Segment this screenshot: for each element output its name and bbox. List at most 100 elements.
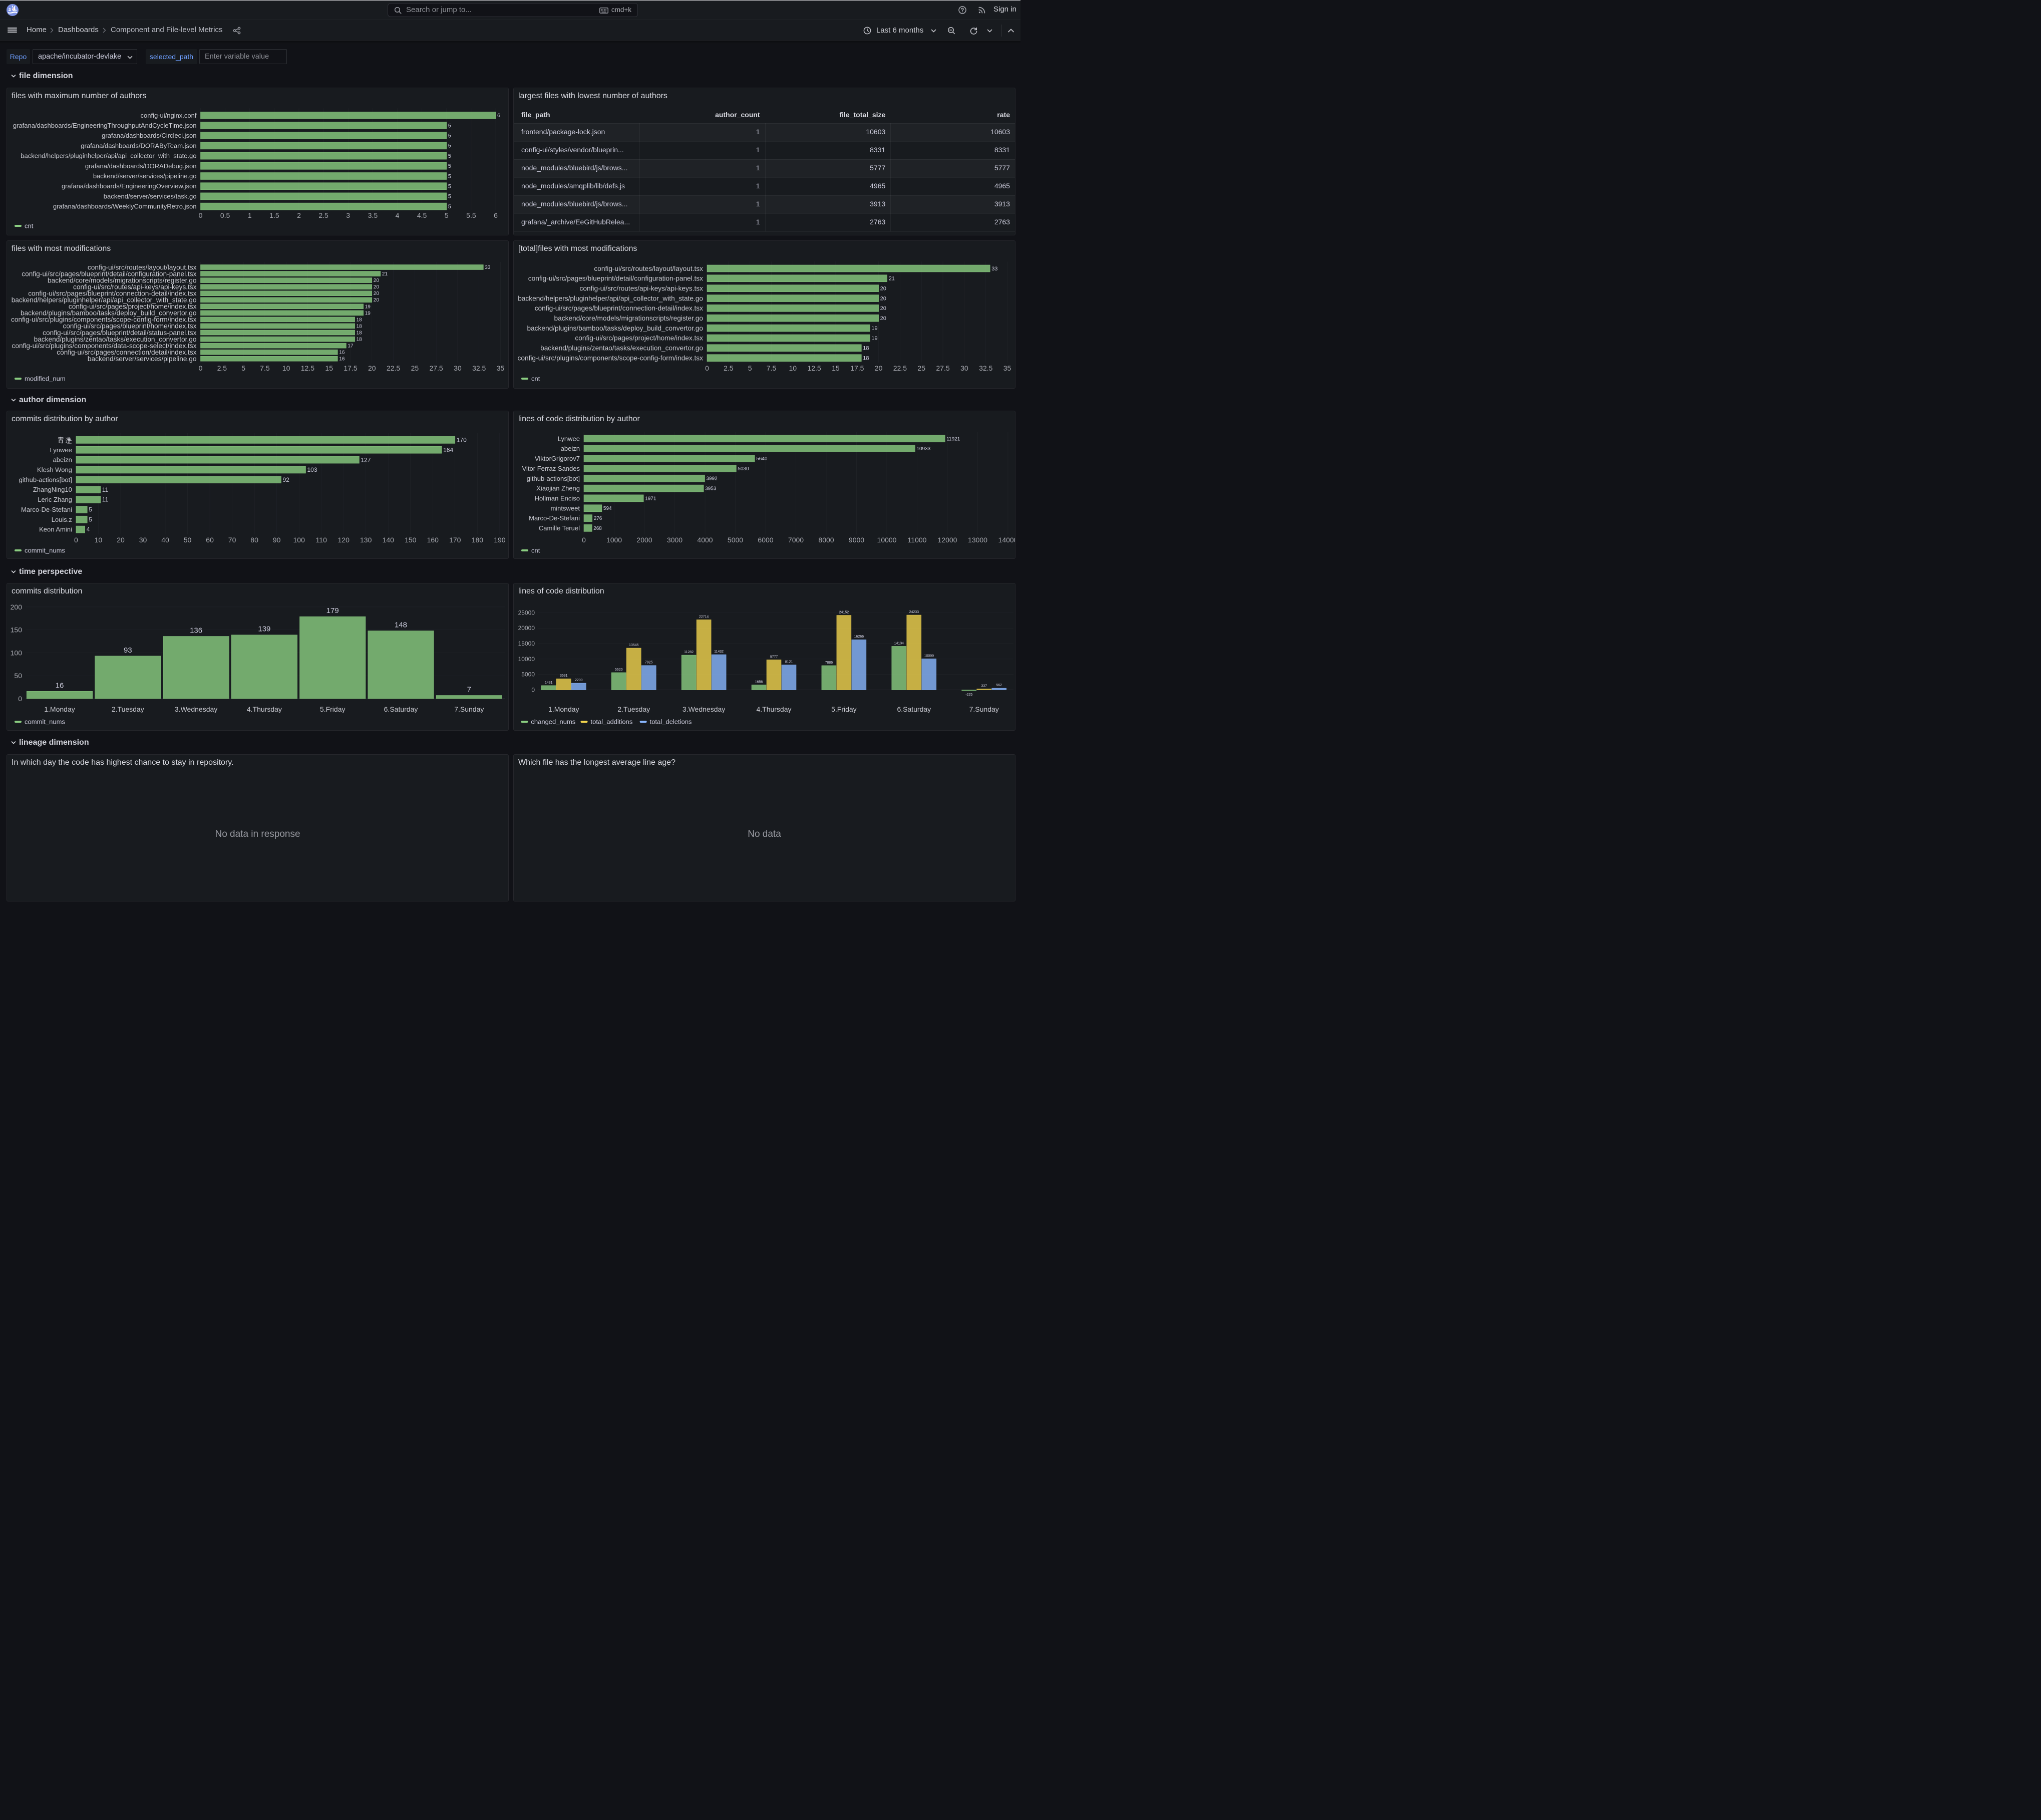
svg-text:12000: 12000	[938, 536, 957, 544]
svg-text:2.5: 2.5	[217, 364, 227, 372]
svg-text:0: 0	[74, 536, 78, 544]
svg-text:0: 0	[582, 536, 586, 544]
svg-text:5: 5	[448, 173, 451, 179]
svg-text:config-ui/src/pages/blueprint/: config-ui/src/pages/blueprint/detail/con…	[22, 270, 196, 277]
svg-text:14134: 14134	[894, 642, 904, 645]
svg-text:config-ui/src/pages/project/ho: config-ui/src/pages/project/home/index.t…	[575, 335, 703, 342]
svg-text:18: 18	[357, 317, 363, 323]
svg-text:5030: 5030	[738, 466, 749, 472]
svg-text:mintsweet: mintsweet	[550, 504, 580, 512]
svg-text:35: 35	[497, 364, 505, 372]
svg-text:4.5: 4.5	[417, 211, 427, 219]
svg-text:backend/server/services/pipeli: backend/server/services/pipeline.go	[93, 172, 197, 180]
svg-text:Xiaojian Zheng: Xiaojian Zheng	[536, 485, 580, 492]
svg-text:9777: 9777	[770, 655, 778, 659]
svg-text:5: 5	[89, 516, 92, 523]
svg-text:10000: 10000	[877, 536, 897, 544]
svg-text:10099: 10099	[924, 654, 934, 658]
svg-text:Louis.z: Louis.z	[52, 516, 72, 523]
svg-text:16266: 16266	[854, 635, 864, 639]
svg-text:127: 127	[361, 456, 371, 463]
svg-text:grafana/dashboards/Engineering: grafana/dashboards/EngineeringThroughput…	[13, 122, 197, 129]
svg-text:22.5: 22.5	[893, 364, 907, 372]
svg-text:grafana/dashboards/WeeklyCommu: grafana/dashboards/WeeklyCommunityRetro.…	[53, 203, 197, 210]
svg-text:0: 0	[705, 364, 709, 372]
svg-text:5: 5	[448, 184, 451, 190]
svg-text:config-ui/src/pages/blueprint/: config-ui/src/pages/blueprint/home/index…	[63, 323, 196, 330]
svg-text:50: 50	[184, 536, 192, 544]
svg-text:268: 268	[593, 526, 602, 531]
svg-text:grafana/dashboards/DORADebug.j: grafana/dashboards/DORADebug.json	[85, 162, 197, 170]
svg-text:backend/core/models/migrations: backend/core/models/migrationscripts/reg…	[48, 276, 197, 284]
svg-text:cnt: cnt	[531, 375, 540, 383]
svg-text:11: 11	[102, 486, 109, 493]
svg-text:backend/plugins/bamboo/tasks/d: backend/plugins/bamboo/tasks/deploy_buil…	[21, 310, 197, 317]
svg-text:6: 6	[494, 211, 498, 219]
svg-text:modified_num: modified_num	[25, 375, 66, 383]
svg-text:4.Thursday: 4.Thursday	[756, 705, 791, 713]
svg-text:190: 190	[494, 536, 506, 544]
svg-text:11921: 11921	[946, 436, 960, 442]
svg-text:120: 120	[338, 536, 350, 544]
svg-text:16: 16	[339, 357, 345, 362]
svg-text:150: 150	[405, 536, 417, 544]
svg-text:3: 3	[346, 211, 350, 219]
svg-text:config-ui/src/pages/project/ho: config-ui/src/pages/project/home/index.t…	[69, 303, 197, 311]
svg-text:25: 25	[411, 364, 419, 372]
svg-text:2.5: 2.5	[318, 211, 328, 219]
svg-text:6.Saturday: 6.Saturday	[897, 705, 931, 713]
svg-text:2.Tuesday: 2.Tuesday	[112, 705, 144, 713]
svg-text:80: 80	[250, 536, 258, 544]
svg-text:19: 19	[871, 326, 877, 332]
svg-text:20: 20	[368, 364, 376, 372]
svg-text:config-ui/src/plugins/componen: config-ui/src/plugins/components/scope-c…	[518, 354, 704, 362]
svg-text:cnt: cnt	[531, 547, 540, 554]
svg-text:1.Monday: 1.Monday	[548, 705, 579, 713]
svg-text:60: 60	[206, 536, 214, 544]
svg-text:30: 30	[139, 536, 147, 544]
svg-text:13545: 13545	[629, 644, 639, 647]
svg-text:Lynwee: Lynwee	[50, 446, 72, 454]
svg-text:12.5: 12.5	[301, 364, 314, 372]
svg-text:7: 7	[467, 686, 471, 694]
svg-text:6.Saturday: 6.Saturday	[384, 705, 418, 713]
svg-text:4: 4	[396, 211, 400, 219]
svg-text:11282: 11282	[684, 651, 694, 654]
svg-text:140: 140	[383, 536, 395, 544]
svg-text:3.Wednesday: 3.Wednesday	[175, 705, 217, 713]
svg-text:16: 16	[339, 350, 345, 356]
svg-text:7.5: 7.5	[260, 364, 270, 372]
svg-text:562: 562	[996, 684, 1002, 687]
svg-text:abeizn: abeizn	[561, 445, 580, 452]
svg-text:config-ui/src/pages/blueprint/: config-ui/src/pages/blueprint/detail/sta…	[43, 329, 197, 337]
svg-text:config-ui/src/pages/blueprint/: config-ui/src/pages/blueprint/detail/con…	[528, 275, 703, 282]
svg-text:10: 10	[789, 364, 797, 372]
svg-text:config-ui/nginx.conf: config-ui/nginx.conf	[140, 112, 196, 119]
svg-text:10933: 10933	[916, 446, 930, 452]
svg-text:170: 170	[449, 536, 461, 544]
svg-text:19: 19	[365, 304, 371, 310]
svg-text:17.5: 17.5	[344, 364, 357, 372]
svg-text:total_deletions: total_deletions	[650, 718, 692, 726]
svg-text:130: 130	[360, 536, 372, 544]
svg-text:148: 148	[395, 621, 407, 630]
svg-text:24152: 24152	[839, 611, 849, 615]
svg-text:594: 594	[603, 506, 612, 511]
svg-text:18: 18	[357, 337, 363, 343]
svg-text:17.5: 17.5	[850, 364, 864, 372]
svg-text:103: 103	[307, 466, 317, 473]
svg-text:17: 17	[348, 344, 354, 349]
svg-text:3000: 3000	[667, 536, 683, 544]
svg-text:abeizn: abeizn	[53, 456, 72, 464]
svg-text:5: 5	[89, 506, 92, 513]
svg-text:93: 93	[124, 646, 132, 655]
svg-text:180: 180	[472, 536, 484, 544]
svg-text:20: 20	[880, 286, 886, 292]
svg-text:ViktorGrigorov7: ViktorGrigorov7	[535, 455, 580, 462]
svg-text:10: 10	[95, 536, 103, 544]
svg-text:5.Friday: 5.Friday	[831, 705, 857, 713]
svg-text:backend/plugins/bamboo/tasks/d: backend/plugins/bamboo/tasks/deploy_buil…	[527, 325, 703, 332]
svg-text:50: 50	[14, 672, 22, 680]
svg-text:cnt: cnt	[25, 222, 34, 230]
svg-text:40: 40	[161, 536, 169, 544]
